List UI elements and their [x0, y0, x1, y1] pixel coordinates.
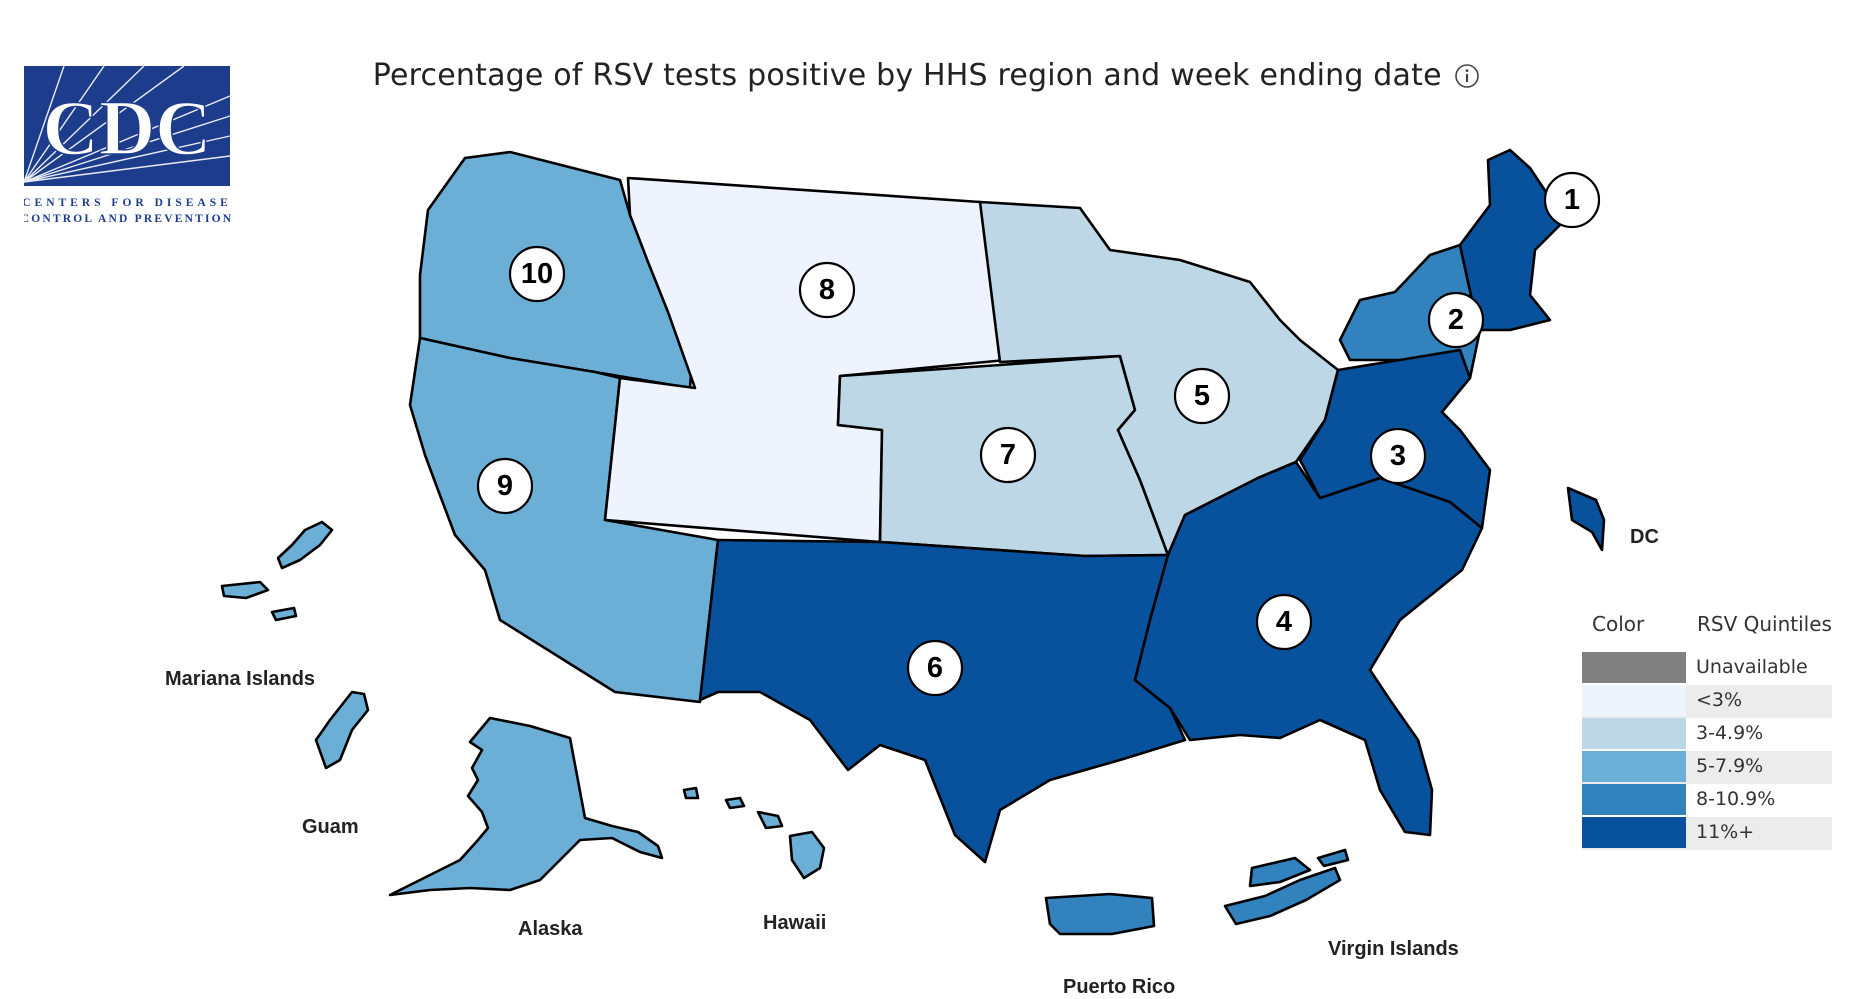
legend-swatch: [1582, 685, 1686, 716]
region-badge-5: 5: [1173, 367, 1231, 425]
hawaii-shape-maui[interactable]: [756, 810, 784, 830]
region-9-shape[interactable]: [408, 336, 720, 704]
region-badge-6: 6: [906, 639, 964, 697]
legend-label: 5-7.9%: [1696, 755, 1764, 777]
svg-text:1: 1: [1564, 184, 1580, 216]
virgin-islands-shape-2[interactable]: [1223, 866, 1342, 926]
legend-label: Unavailable: [1696, 656, 1808, 678]
legend-color-header: Color: [1592, 612, 1645, 636]
cdc-wordmark: CDC: [43, 84, 212, 171]
title-row: Percentage of RSV tests positive by HHS …: [0, 58, 1853, 93]
legend-row-unavailable: Unavailable: [1582, 652, 1832, 685]
svg-text:4: 4: [1276, 606, 1292, 638]
alaska-label: Alaska: [518, 918, 583, 940]
virgin-islands-shape-3[interactable]: [1316, 848, 1350, 868]
legend-swatch: [1582, 652, 1686, 683]
hawaii-shape-kauai[interactable]: [682, 786, 700, 800]
svg-text:10: 10: [521, 258, 553, 290]
legend-quintile-header: RSV Quintiles: [1697, 612, 1832, 636]
svg-text:8: 8: [819, 274, 835, 306]
svg-text:3: 3: [1390, 440, 1406, 472]
alaska-shape[interactable]: [388, 716, 664, 897]
legend-row-11plus: 11%+: [1582, 817, 1832, 850]
legend-label: <3%: [1696, 689, 1743, 711]
mariana-islands-shape-2[interactable]: [220, 580, 270, 600]
virgin-islands-label: Virgin Islands: [1328, 938, 1459, 960]
dc-label: DC: [1630, 526, 1659, 548]
legend-header: Color RSV Quintiles: [1582, 612, 1832, 652]
legend-label: 8-10.9%: [1696, 788, 1776, 810]
region-badge-4: 4: [1255, 593, 1313, 651]
hawaii-shape-oahu[interactable]: [724, 796, 746, 810]
virgin-islands-shape-1[interactable]: [1248, 856, 1312, 888]
mariana-islands-shape-3[interactable]: [270, 606, 298, 622]
region-1-shape[interactable]: [1458, 148, 1567, 332]
cdc-logo: CDC CENTERS FOR DISEASE CONTROL AND PREV…: [24, 66, 233, 225]
svg-text:2: 2: [1448, 304, 1464, 336]
legend-swatch: [1582, 718, 1686, 749]
puerto-rico-label: Puerto Rico: [1063, 976, 1176, 998]
region-badge-10: 10: [508, 245, 566, 303]
svg-text:7: 7: [1000, 439, 1016, 471]
region-badge-2: 2: [1427, 291, 1485, 349]
legend-row-8-10.9: 8-10.9%: [1582, 784, 1832, 817]
legend-swatch: [1582, 817, 1686, 848]
region-badge-3: 3: [1369, 427, 1427, 485]
region-badge-1: 1: [1543, 171, 1601, 229]
legend-row-3-4.9: 3-4.9%: [1582, 718, 1832, 751]
info-icon[interactable]: [1454, 63, 1480, 89]
mariana-islands-shape[interactable]: [276, 520, 334, 570]
region-4-shape[interactable]: [1133, 460, 1484, 837]
region-badge-7: 7: [979, 426, 1037, 484]
page-title: Percentage of RSV tests positive by HHS …: [372, 58, 1442, 93]
legend: Color RSV Quintiles Unavailable <3% 3-4.…: [1582, 612, 1832, 850]
puerto-rico-shape[interactable]: [1044, 892, 1156, 936]
cdc-line-2: CONTROL AND PREVENTION: [24, 213, 233, 225]
svg-text:5: 5: [1194, 380, 1210, 412]
dc-shape[interactable]: [1566, 486, 1606, 552]
legend-label: 11%+: [1696, 821, 1755, 843]
legend-swatch: [1582, 784, 1686, 815]
cdc-line-1: CENTERS FOR DISEASE: [24, 197, 232, 209]
mariana-islands-label: Mariana Islands: [165, 668, 316, 690]
legend-swatch: [1582, 751, 1686, 782]
region-badge-9: 9: [476, 457, 534, 515]
guam-label: Guam: [302, 816, 359, 838]
svg-text:9: 9: [497, 470, 513, 502]
region-badge-8: 8: [798, 261, 856, 319]
svg-text:6: 6: [927, 652, 943, 684]
legend-label: 3-4.9%: [1696, 722, 1764, 744]
hawaii-label: Hawaii: [763, 912, 827, 934]
legend-row-5-7.9: 5-7.9%: [1582, 751, 1832, 784]
legend-row-lt3: <3%: [1582, 685, 1832, 718]
hawaii-shape-big[interactable]: [788, 830, 826, 880]
guam-shape[interactable]: [314, 690, 370, 770]
